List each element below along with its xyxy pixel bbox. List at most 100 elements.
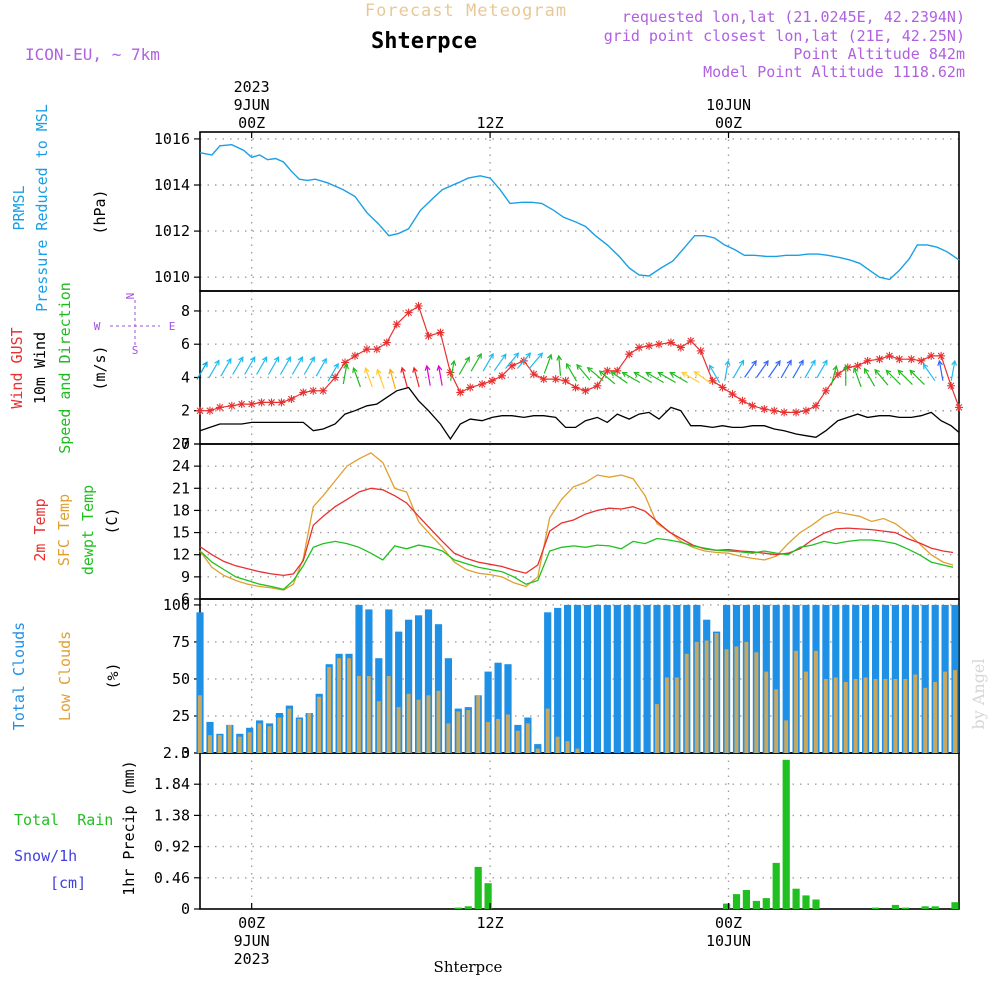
low-cloud-bar: [575, 748, 580, 753]
wind-arrow: [724, 359, 731, 381]
pressure-label-2: Pressure Reduced to MSL: [33, 104, 51, 312]
wind-arrow: [556, 354, 563, 376]
wind-arrow-head: [343, 363, 349, 370]
wind-arrow-shaft: [864, 368, 876, 387]
wind-arrow-head: [842, 364, 849, 371]
wind-arrow-shaft: [694, 371, 712, 384]
wind-arrow-shaft: [709, 365, 721, 384]
low-cloud-bar: [376, 701, 381, 753]
wind-arrow-head: [261, 356, 268, 363]
wind-arrow-head: [751, 359, 757, 366]
total-cloud-bar: [196, 612, 204, 753]
wind-arrow-head: [436, 364, 443, 371]
rain-bar: [951, 902, 959, 909]
bottom-time-label: 10JUN: [706, 932, 751, 950]
rain-bar: [474, 866, 482, 909]
y-tick-label: 6: [181, 590, 190, 608]
gust-marker-d2: [760, 405, 768, 413]
total-cloud-bar: [395, 631, 403, 753]
wind-arrow-head: [450, 359, 457, 366]
y-tick-label: 24: [172, 457, 190, 475]
wind-arrow-shaft: [256, 356, 268, 375]
bottom-time-label: 9JUN: [234, 932, 270, 950]
wind-arrow-head: [250, 356, 256, 363]
low-cloud-bar: [734, 646, 739, 753]
total-cloud-bar: [444, 658, 452, 753]
total-cloud-bar: [842, 604, 850, 753]
low-cloud-bar: [923, 687, 928, 753]
wind-arrow: [493, 353, 507, 372]
wind-arrow-head: [424, 364, 431, 371]
gust-marker-d2: [341, 359, 349, 366]
gust-marker-d2: [937, 352, 945, 360]
rain-bar: [931, 906, 939, 909]
total-cloud-bar: [931, 604, 939, 753]
rain-bar: [723, 903, 731, 909]
wind-arrow-shaft: [792, 360, 804, 379]
wind-arrow: [669, 371, 688, 383]
gust-marker: [748, 401, 757, 410]
gust-marker-d2: [854, 362, 862, 370]
low-cloud-bar: [327, 667, 332, 753]
gust-marker: [392, 320, 401, 329]
wind-arrow: [863, 367, 876, 387]
compass-s: S: [132, 344, 139, 357]
wind-arrow-head: [513, 352, 520, 359]
gust-marker-d2: [228, 402, 236, 410]
bottom-time-label: 00Z: [715, 914, 742, 932]
cloud-unit: (%): [104, 662, 122, 689]
panel-frame: [199, 131, 960, 292]
wind-arrow-head: [464, 356, 470, 363]
wind-arrow-shaft: [244, 356, 256, 375]
wind-arrow-head: [576, 363, 582, 370]
rain-bar: [921, 906, 929, 909]
rain-bar: [484, 883, 492, 909]
low-cloud-bar: [893, 679, 898, 753]
wind-arrow-shaft: [450, 360, 455, 381]
wind-arrow-head: [525, 352, 532, 359]
gust-marker: [507, 361, 516, 370]
gust-marker: [247, 400, 256, 409]
gust-marker-d2: [667, 339, 675, 346]
wind-arrow-head: [333, 362, 339, 369]
y-tick-label: 25: [172, 707, 190, 725]
temp-unit: (C): [103, 507, 121, 534]
y-tick-label: 50: [172, 670, 190, 688]
wind-arrow-head: [657, 371, 664, 378]
gust-marker-d2: [677, 344, 685, 351]
panel-frame: [199, 752, 960, 910]
wind-arrow: [586, 366, 604, 382]
rain-label: Total Rain: [14, 811, 113, 829]
gust-marker-d2: [792, 409, 800, 416]
wind-arrow-head: [708, 364, 715, 371]
watermark: by Angel: [969, 658, 988, 729]
total-cloud-bar: [653, 604, 661, 753]
wind-arrow-shaft: [657, 371, 676, 383]
gust-marker-d2: [947, 382, 955, 390]
rain-bar: [802, 895, 810, 909]
gust-marker-d2: [719, 384, 726, 391]
footer-location: Shterpce: [434, 958, 503, 976]
wind-arrow-head: [214, 359, 220, 366]
gust-marker: [937, 351, 946, 360]
gust-marker: [446, 368, 455, 377]
wind-arrow-shaft: [767, 360, 781, 378]
low-cloud-bar: [545, 708, 550, 753]
gust-marker: [561, 376, 570, 385]
y-tick-label: 2.3: [163, 744, 190, 762]
wind-arrow-head: [897, 369, 904, 376]
wind-arrow: [816, 359, 828, 379]
gust-marker-d2: [196, 407, 204, 415]
wind-arrow: [208, 359, 220, 379]
low-cloud-bar: [863, 677, 868, 753]
low-cloud-bar: [714, 633, 719, 753]
y-tick-label: 1010: [154, 268, 190, 286]
wind-arrow: [780, 359, 792, 379]
y-tick-label: 6: [181, 335, 190, 353]
y-tick-label: 1014: [154, 176, 190, 194]
wind-arrow: [645, 371, 664, 383]
gust-marker-d2: [955, 404, 963, 411]
gust-marker: [215, 403, 224, 412]
wind-arrow: [767, 359, 781, 378]
wind-arrow: [792, 359, 804, 379]
